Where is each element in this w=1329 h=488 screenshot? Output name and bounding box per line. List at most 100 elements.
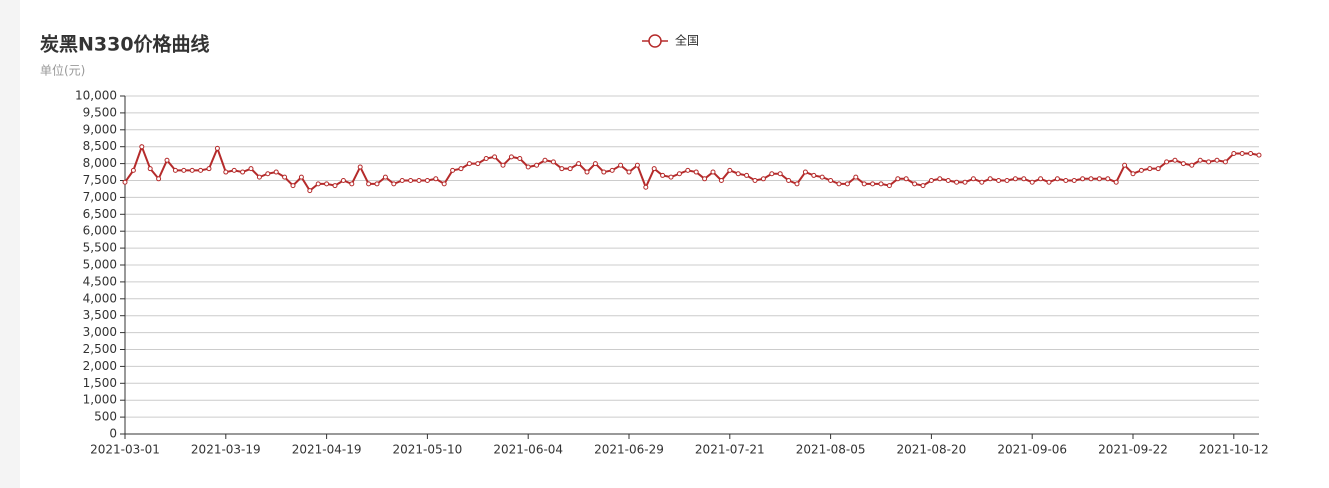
point xyxy=(634,162,640,168)
point xyxy=(1004,178,1010,183)
y-tick-label: 4,500 xyxy=(83,274,117,288)
point xyxy=(223,169,229,175)
point xyxy=(811,172,817,178)
point xyxy=(1164,159,1170,165)
point xyxy=(979,179,985,185)
point xyxy=(819,174,825,180)
point xyxy=(198,167,204,173)
point xyxy=(324,181,330,187)
point xyxy=(592,161,598,167)
point xyxy=(861,181,867,187)
x-tick-label: 2021-04-19 xyxy=(292,443,362,457)
x-tick-label: 2021-06-29 xyxy=(594,443,664,457)
point xyxy=(366,181,372,187)
point xyxy=(416,178,422,183)
point xyxy=(668,174,674,180)
point xyxy=(718,178,724,183)
point xyxy=(466,161,472,167)
point xyxy=(441,181,447,187)
point xyxy=(769,171,775,177)
point xyxy=(214,145,220,151)
point xyxy=(844,181,850,187)
point xyxy=(1038,176,1044,182)
point xyxy=(172,167,178,173)
point xyxy=(231,167,237,173)
point xyxy=(1138,167,1144,173)
y-tick-label: 0 xyxy=(109,427,117,441)
x-tick-label: 2021-08-20 xyxy=(897,443,967,457)
x-tick-label: 2021-08-05 xyxy=(796,443,866,457)
point xyxy=(752,178,758,183)
point xyxy=(693,169,699,175)
point xyxy=(332,183,338,189)
point xyxy=(1256,152,1262,158)
point xyxy=(492,154,498,160)
y-tick-label: 9,000 xyxy=(83,122,117,136)
point xyxy=(290,183,296,189)
y-tick-label: 2,000 xyxy=(83,359,117,373)
point xyxy=(962,179,968,185)
point xyxy=(1147,166,1153,172)
point xyxy=(450,167,456,173)
x-tick-label: 2021-03-19 xyxy=(191,443,261,457)
y-tick-label: 5,500 xyxy=(83,241,117,255)
point xyxy=(786,178,792,183)
point xyxy=(1113,179,1119,185)
y-tick-label: 2,500 xyxy=(83,342,117,356)
line xyxy=(124,143,1260,193)
point xyxy=(685,167,691,173)
x-tick-label: 2021-06-04 xyxy=(493,443,563,457)
point xyxy=(1080,176,1086,182)
y-tick-label: 5,000 xyxy=(83,258,117,272)
y-tick-label: 7,000 xyxy=(83,190,117,204)
y-tick-label: 6,500 xyxy=(83,207,117,221)
point xyxy=(164,157,170,163)
point xyxy=(559,166,565,172)
point xyxy=(1214,157,1220,163)
point xyxy=(1172,157,1178,163)
x-tick-label: 2021-05-10 xyxy=(393,443,463,457)
point xyxy=(1222,159,1228,165)
point xyxy=(307,188,313,194)
point xyxy=(853,174,859,180)
point xyxy=(970,176,976,182)
point xyxy=(508,154,514,160)
point xyxy=(534,162,540,168)
point xyxy=(886,183,892,189)
y-tick-label: 500 xyxy=(94,410,117,424)
point xyxy=(408,178,414,183)
point xyxy=(601,169,607,175)
point xyxy=(609,167,615,173)
point xyxy=(1046,179,1052,185)
point xyxy=(483,156,489,162)
point xyxy=(878,181,884,187)
point xyxy=(391,181,397,187)
point xyxy=(660,172,666,178)
x-tick-label: 2021-09-22 xyxy=(1098,443,1168,457)
point xyxy=(458,166,464,172)
point xyxy=(475,161,481,167)
y-tick-label: 3,500 xyxy=(83,308,117,322)
point xyxy=(248,166,254,172)
y-tick-label: 9,500 xyxy=(83,105,117,119)
point xyxy=(735,171,741,177)
y-tick-label: 1,500 xyxy=(83,376,117,390)
point xyxy=(433,176,439,182)
chart-subtitle: 单位(元) xyxy=(40,63,85,78)
point xyxy=(1054,176,1060,182)
point xyxy=(1248,150,1254,156)
y-tick-label: 10,000 xyxy=(75,89,117,103)
point xyxy=(710,169,716,175)
point xyxy=(181,167,187,173)
x-tick-label: 2021-03-01 xyxy=(90,443,160,457)
point xyxy=(1239,150,1245,156)
point xyxy=(1088,176,1094,182)
point xyxy=(836,181,842,187)
point xyxy=(802,169,808,175)
y-tick-label: 6,000 xyxy=(83,224,117,238)
point xyxy=(240,169,246,175)
y-tick-label: 7,500 xyxy=(83,173,117,187)
point xyxy=(912,181,918,187)
point xyxy=(517,156,523,162)
